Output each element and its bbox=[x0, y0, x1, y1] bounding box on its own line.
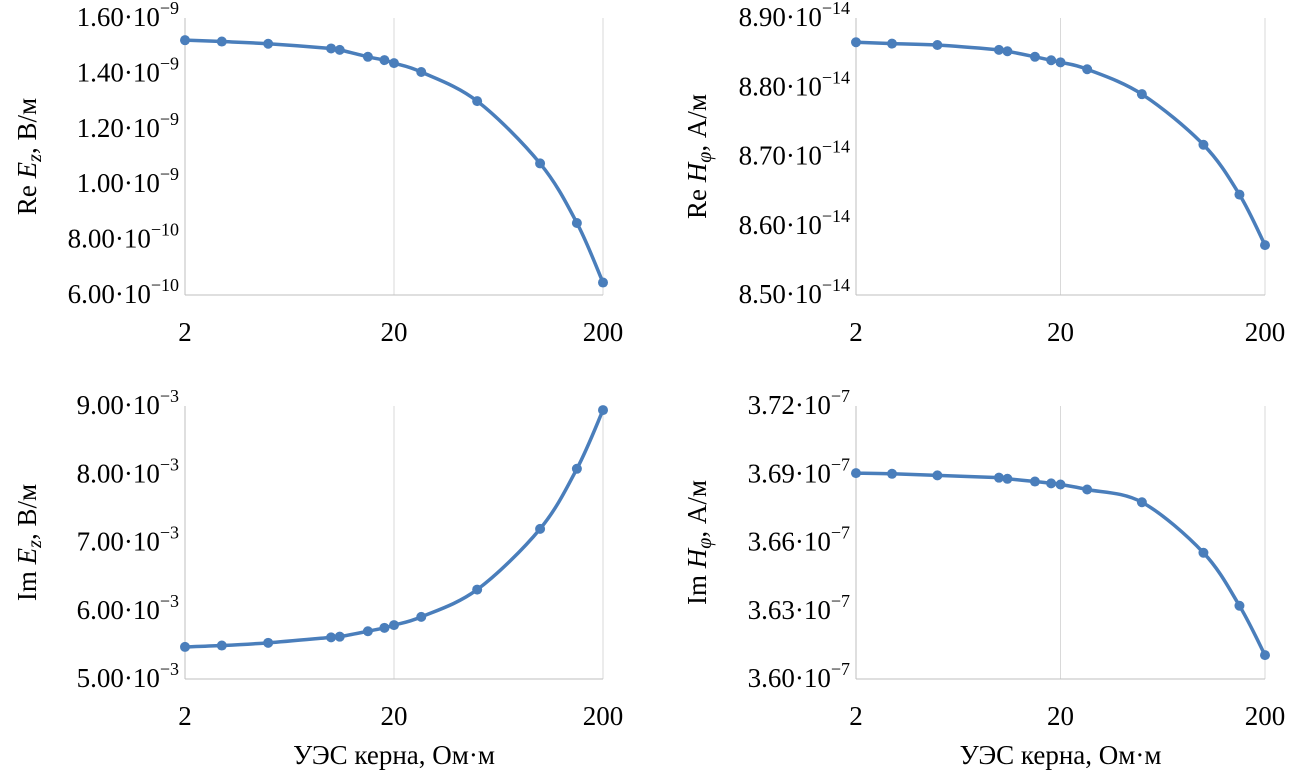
data-point bbox=[472, 584, 483, 595]
data-point bbox=[1046, 55, 1057, 66]
x-tick-label: 2 bbox=[849, 701, 863, 731]
data-point bbox=[180, 35, 190, 46]
data-point bbox=[535, 158, 546, 169]
x-tick-label: 20 bbox=[381, 701, 408, 731]
data-point bbox=[379, 622, 390, 633]
y-tick-label: 7.00·10−3 bbox=[77, 523, 179, 557]
y-axis-label: Re Ez, В/м bbox=[12, 98, 46, 215]
y-tick-label: 9.00·10−3 bbox=[77, 386, 179, 420]
data-point bbox=[263, 637, 274, 648]
y-tick-label: 1.60·10−9 bbox=[77, 0, 179, 32]
y-axis-label: Im Ez, В/м bbox=[12, 484, 46, 601]
x-tick-label: 2 bbox=[178, 701, 192, 731]
data-point bbox=[1198, 547, 1209, 558]
data-point bbox=[1055, 479, 1066, 490]
data-point bbox=[326, 43, 337, 54]
y-tick-label: 1.00·10−9 bbox=[77, 164, 179, 198]
x-tick-label: 20 bbox=[1047, 317, 1074, 347]
y-tick-label: 5.00·10−3 bbox=[77, 659, 179, 693]
data-point bbox=[472, 96, 483, 107]
data-point bbox=[1002, 473, 1013, 484]
data-point bbox=[326, 632, 337, 643]
data-point bbox=[598, 405, 608, 416]
y-tick-label: 8.00·10−10 bbox=[68, 220, 179, 254]
data-point bbox=[993, 44, 1004, 55]
data-point bbox=[851, 468, 861, 479]
y-tick-label: 3.66·10−7 bbox=[748, 523, 850, 557]
data-point bbox=[535, 523, 546, 534]
data-point bbox=[379, 55, 390, 66]
data-point bbox=[416, 67, 427, 78]
data-point bbox=[887, 468, 898, 479]
y-tick-label: 8.80·10−14 bbox=[739, 67, 850, 101]
panel-im-hphi: 3.60·10−7 3.63·10−7 3.66·10−7 3.69·10−7 3.72… bbox=[682, 386, 1285, 770]
x-tick-label: 20 bbox=[1047, 701, 1074, 731]
data-point bbox=[263, 38, 274, 49]
data-point bbox=[1029, 51, 1040, 62]
x-tick-label: 200 bbox=[1245, 317, 1286, 347]
x-tick-label: 200 bbox=[583, 701, 624, 731]
y-tick-label: 3.72·10−7 bbox=[748, 386, 850, 420]
y-tick-label: 1.20·10−9 bbox=[77, 109, 179, 143]
y-tick-label: 8.00·10−3 bbox=[77, 454, 179, 488]
y-tick-label: 8.90·10−14 bbox=[739, 0, 850, 32]
y-tick-label: 8.60·10−14 bbox=[739, 206, 850, 240]
x-tick-label: 20 bbox=[381, 317, 408, 347]
data-point bbox=[389, 58, 399, 69]
data-point bbox=[1136, 497, 1147, 508]
x-axis-label: УЭС керна, Ом·м bbox=[293, 740, 495, 770]
y-tick-label: 8.50·10−14 bbox=[739, 275, 850, 309]
data-point bbox=[1234, 189, 1245, 200]
data-point bbox=[216, 36, 227, 47]
data-point bbox=[932, 40, 943, 51]
data-point bbox=[1260, 240, 1270, 251]
y-axis-label: Re Hφ, А/м bbox=[682, 94, 716, 219]
x-tick-label: 2 bbox=[849, 317, 863, 347]
data-point bbox=[1029, 476, 1040, 487]
y-tick-label: 8.70·10−14 bbox=[739, 137, 850, 171]
data-point bbox=[571, 217, 582, 228]
data-point bbox=[1002, 46, 1013, 57]
y-tick-label: 3.60·10−7 bbox=[748, 659, 850, 693]
data-point bbox=[362, 626, 373, 637]
data-point bbox=[993, 472, 1004, 483]
y-tick-label: 6.00·10−10 bbox=[68, 275, 179, 309]
data-point bbox=[216, 640, 227, 651]
data-point bbox=[416, 611, 427, 622]
y-axis-label: Im Hφ, А/м bbox=[682, 480, 716, 605]
data-point bbox=[334, 44, 345, 55]
data-point bbox=[1082, 64, 1093, 75]
data-point bbox=[362, 51, 373, 62]
data-point bbox=[1234, 600, 1245, 611]
panel-im-ez: 5.00·10−3 6.00·10−3 7.00·10−3 8.00·10−3 9.00… bbox=[12, 386, 623, 770]
data-point bbox=[571, 463, 582, 474]
panel-re-ez: 6.00·10−10 8.00·10−10 1.00·10−9 1.20·10−9 1.… bbox=[12, 0, 623, 347]
data-point bbox=[598, 277, 608, 288]
y-tick-label: 1.40·10−9 bbox=[77, 53, 179, 87]
x-tick-label: 200 bbox=[583, 317, 624, 347]
data-point bbox=[1055, 57, 1066, 68]
data-point bbox=[887, 38, 898, 49]
x-tick-label: 2 bbox=[178, 317, 192, 347]
x-axis-label: УЭС керна, Ом·м bbox=[960, 740, 1162, 770]
data-point bbox=[1136, 89, 1147, 100]
y-tick-label: 3.63·10−7 bbox=[748, 591, 850, 625]
data-point bbox=[1046, 478, 1057, 489]
panel-re-hphi: 8.50·10−14 8.60·10−14 8.70·10−14 8.80·10−14… bbox=[682, 0, 1285, 347]
data-point bbox=[851, 37, 861, 48]
data-point bbox=[180, 641, 190, 652]
y-tick-label: 6.00·10−3 bbox=[77, 591, 179, 625]
data-point bbox=[334, 631, 345, 642]
data-point bbox=[1082, 484, 1093, 495]
y-tick-label: 3.69·10−7 bbox=[748, 454, 850, 488]
x-tick-label: 200 bbox=[1245, 701, 1286, 731]
data-point bbox=[389, 620, 399, 631]
data-point bbox=[1260, 650, 1270, 661]
data-point bbox=[1198, 139, 1209, 150]
data-point bbox=[932, 470, 943, 481]
